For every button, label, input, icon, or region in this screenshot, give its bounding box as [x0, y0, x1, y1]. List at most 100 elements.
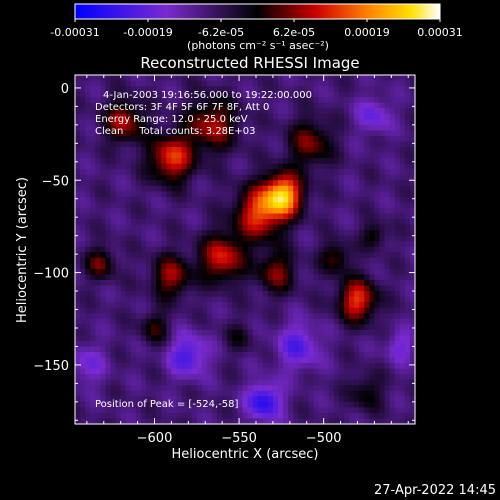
- heatmap-cell: [318, 108, 325, 115]
- heatmap-cell: [125, 418, 132, 425]
- heatmap-cell: [212, 268, 218, 276]
- heatmap-cell: [349, 241, 355, 248]
- heatmap-cell: [333, 274, 340, 281]
- heatmap-cell: [222, 257, 228, 264]
- heatmap-cell: [267, 302, 274, 309]
- heatmap-cell: [135, 318, 142, 325]
- heatmap-cell: [105, 296, 112, 303]
- heatmap-cell: [359, 196, 365, 204]
- heatmap-cell: [379, 401, 386, 408]
- heatmap-cell: [191, 91, 198, 98]
- heatmap-cell: [293, 357, 299, 364]
- heatmap-cell: [252, 340, 259, 348]
- heatmap-cell: [105, 80, 112, 87]
- heatmap-cell: [277, 385, 284, 392]
- heatmap-cell: [262, 108, 269, 115]
- heatmap-cell: [328, 340, 335, 348]
- heatmap-cell: [196, 390, 203, 397]
- heatmap-cell: [196, 318, 203, 325]
- heatmap-cell: [171, 268, 178, 276]
- heatmap-cell: [354, 180, 360, 187]
- heatmap-cell: [298, 91, 304, 98]
- heatmap-cell: [176, 196, 183, 204]
- heatmap-cell: [384, 340, 391, 348]
- heatmap-cell: [110, 196, 117, 204]
- heatmap-cell: [308, 307, 315, 314]
- heatmap-cell: [252, 385, 259, 392]
- heatmap-cell: [156, 268, 162, 276]
- heatmap-cell: [359, 113, 365, 120]
- heatmap-cell: [212, 407, 218, 414]
- heatmap-cell: [161, 379, 167, 386]
- heatmap-cell: [95, 368, 101, 375]
- heatmap-cell: [217, 296, 223, 303]
- heatmap-cell: [161, 235, 167, 242]
- heatmap-cell: [349, 385, 355, 392]
- heatmap-cell: [95, 219, 101, 226]
- heatmap-cell: [95, 291, 101, 298]
- heatmap-cell: [318, 141, 325, 148]
- heatmap-cell: [288, 335, 294, 342]
- heatmap-cell: [389, 351, 396, 359]
- heatmap-cell: [323, 368, 330, 375]
- heatmap-cell: [146, 418, 152, 425]
- heatmap-cell: [354, 75, 360, 82]
- heatmap-cell: [257, 158, 264, 165]
- heatmap-cell: [105, 224, 112, 231]
- heatmap-cell: [130, 235, 137, 242]
- heatmap-cell: [166, 285, 173, 292]
- heatmap-cell: [288, 313, 294, 320]
- heatmap-cell: [379, 163, 386, 170]
- heatmap-cell: [80, 335, 86, 342]
- heatmap-cell: [364, 113, 370, 120]
- heatmap-cell: [105, 351, 112, 359]
- heatmap-cell: [125, 191, 132, 198]
- heatmap-cell: [318, 246, 325, 253]
- heatmap-cell: [328, 379, 335, 386]
- heatmap-cell: [186, 86, 193, 93]
- heatmap-cell: [272, 285, 279, 292]
- heatmap-cell: [237, 340, 244, 348]
- heatmap-cell: [181, 102, 188, 109]
- heatmap-cell: [288, 163, 294, 170]
- heatmap-cell: [191, 318, 198, 325]
- heatmap-cell: [166, 257, 173, 264]
- heatmap-cell: [328, 335, 335, 342]
- heatmap-cell: [257, 412, 264, 420]
- heatmap-cell: [80, 412, 86, 420]
- heatmap-cell: [191, 257, 198, 264]
- heatmap-cell: [272, 196, 279, 204]
- heatmap-cell: [196, 169, 203, 176]
- heatmap-cell: [298, 340, 304, 348]
- heatmap-cell: [95, 401, 101, 408]
- heatmap-cell: [196, 219, 203, 226]
- heatmap-cell: [252, 252, 259, 259]
- heatmap-cell: [349, 346, 355, 353]
- heatmap-cell: [75, 285, 81, 292]
- heatmap-cell: [90, 75, 96, 82]
- heatmap-cell: [176, 124, 183, 131]
- heatmap-cell: [328, 191, 335, 198]
- heatmap-cell: [80, 346, 86, 353]
- heatmap-cell: [272, 252, 279, 259]
- heatmap-cell: [110, 357, 117, 364]
- heatmap-cell: [161, 97, 167, 104]
- heatmap-cell: [217, 80, 223, 87]
- heatmap-cell: [227, 102, 233, 109]
- heatmap-cell: [80, 75, 86, 82]
- heatmap-cell: [252, 335, 259, 342]
- heatmap-cell: [176, 174, 183, 181]
- heatmap-cell: [222, 174, 228, 181]
- heatmap-cell: [151, 202, 157, 209]
- heatmap-cell: [181, 241, 188, 248]
- heatmap-cell: [196, 196, 203, 204]
- heatmap-cell: [237, 291, 244, 298]
- heatmap-cell: [222, 235, 228, 242]
- heatmap-cell: [399, 108, 406, 115]
- heatmap-cell: [247, 169, 254, 176]
- heatmap-cell: [389, 191, 396, 198]
- heatmap-cell: [384, 241, 391, 248]
- heatmap-cell: [135, 401, 142, 408]
- heatmap-cell: [303, 252, 310, 259]
- heatmap-cell: [156, 379, 162, 386]
